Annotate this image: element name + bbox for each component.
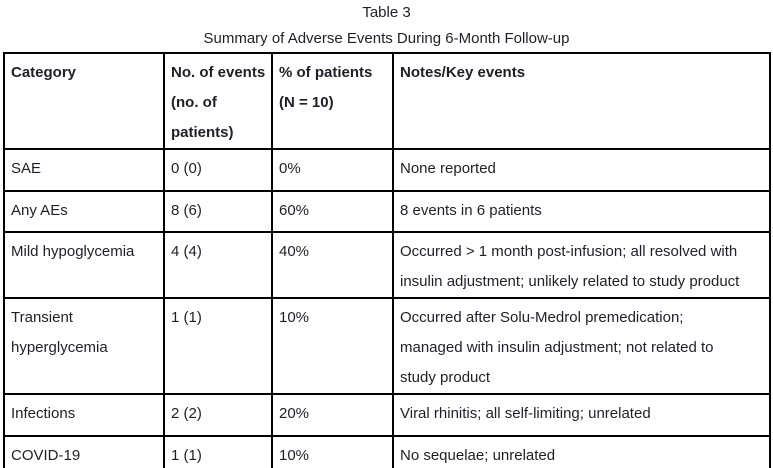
header-pct: % of patients (N = 10)	[271, 52, 394, 150]
table-row: COVID-19 1 (1) 10% No sequelae; unrelate…	[3, 435, 771, 468]
events-cell: 4 (4)	[163, 231, 273, 299]
header-notes: Notes/Key events	[392, 52, 771, 150]
pct-cell: 40%	[271, 231, 394, 299]
category-cell: Infections	[3, 393, 165, 437]
events-cell: 1 (1)	[163, 297, 273, 395]
pct-cell: 10%	[271, 435, 394, 468]
events-cell: 2 (2)	[163, 393, 273, 437]
events-cell: 1 (1)	[163, 435, 273, 468]
table-header-row: Category No. of events (no. of patients)…	[3, 52, 771, 150]
pct-cell: 0%	[271, 148, 394, 192]
table-row: Infections 2 (2) 20% Viral rhinitis; all…	[3, 393, 771, 437]
pct-cell: 60%	[271, 190, 394, 233]
header-category: Category	[3, 52, 165, 150]
category-cell: SAE	[3, 148, 165, 192]
events-cell: 0 (0)	[163, 148, 273, 192]
category-cell: Transient hyperglycemia	[3, 297, 165, 395]
table-title: Summary of Adverse Events During 6-Month…	[203, 30, 570, 47]
category-cell: Any AEs	[3, 190, 165, 233]
notes-cell: No sequelae; unrelated	[392, 435, 771, 468]
header-events: No. of events (no. of patients)	[163, 52, 273, 150]
notes-cell: None reported	[392, 148, 771, 192]
table-caption: Table 3 Summary of Adverse Events During…	[0, 0, 773, 52]
events-cell: 8 (6)	[163, 190, 273, 233]
pct-cell: 20%	[271, 393, 394, 437]
notes-cell: 8 events in 6 patients	[392, 190, 771, 233]
category-cell: COVID-19	[3, 435, 165, 468]
table-row: Mild hypoglycemia 4 (4) 40% Occurred > 1…	[3, 231, 771, 299]
pct-cell: 10%	[271, 297, 394, 395]
notes-cell: Occurred > 1 month post-infusion; all re…	[392, 231, 771, 299]
table-row: SAE 0 (0) 0% None reported	[3, 148, 771, 192]
notes-cell: Viral rhinitis; all self-limiting; unrel…	[392, 393, 771, 437]
notes-cell: Occurred after Solu-Medrol premedication…	[392, 297, 771, 395]
table-number: Table 3	[362, 4, 411, 21]
table-row: Any AEs 8 (6) 60% 8 events in 6 patients	[3, 190, 771, 233]
category-cell: Mild hypoglycemia	[3, 231, 165, 299]
table-row: Transient hyperglycemia 1 (1) 10% Occurr…	[3, 297, 771, 395]
adverse-events-table: Category No. of events (no. of patients)…	[3, 52, 771, 468]
